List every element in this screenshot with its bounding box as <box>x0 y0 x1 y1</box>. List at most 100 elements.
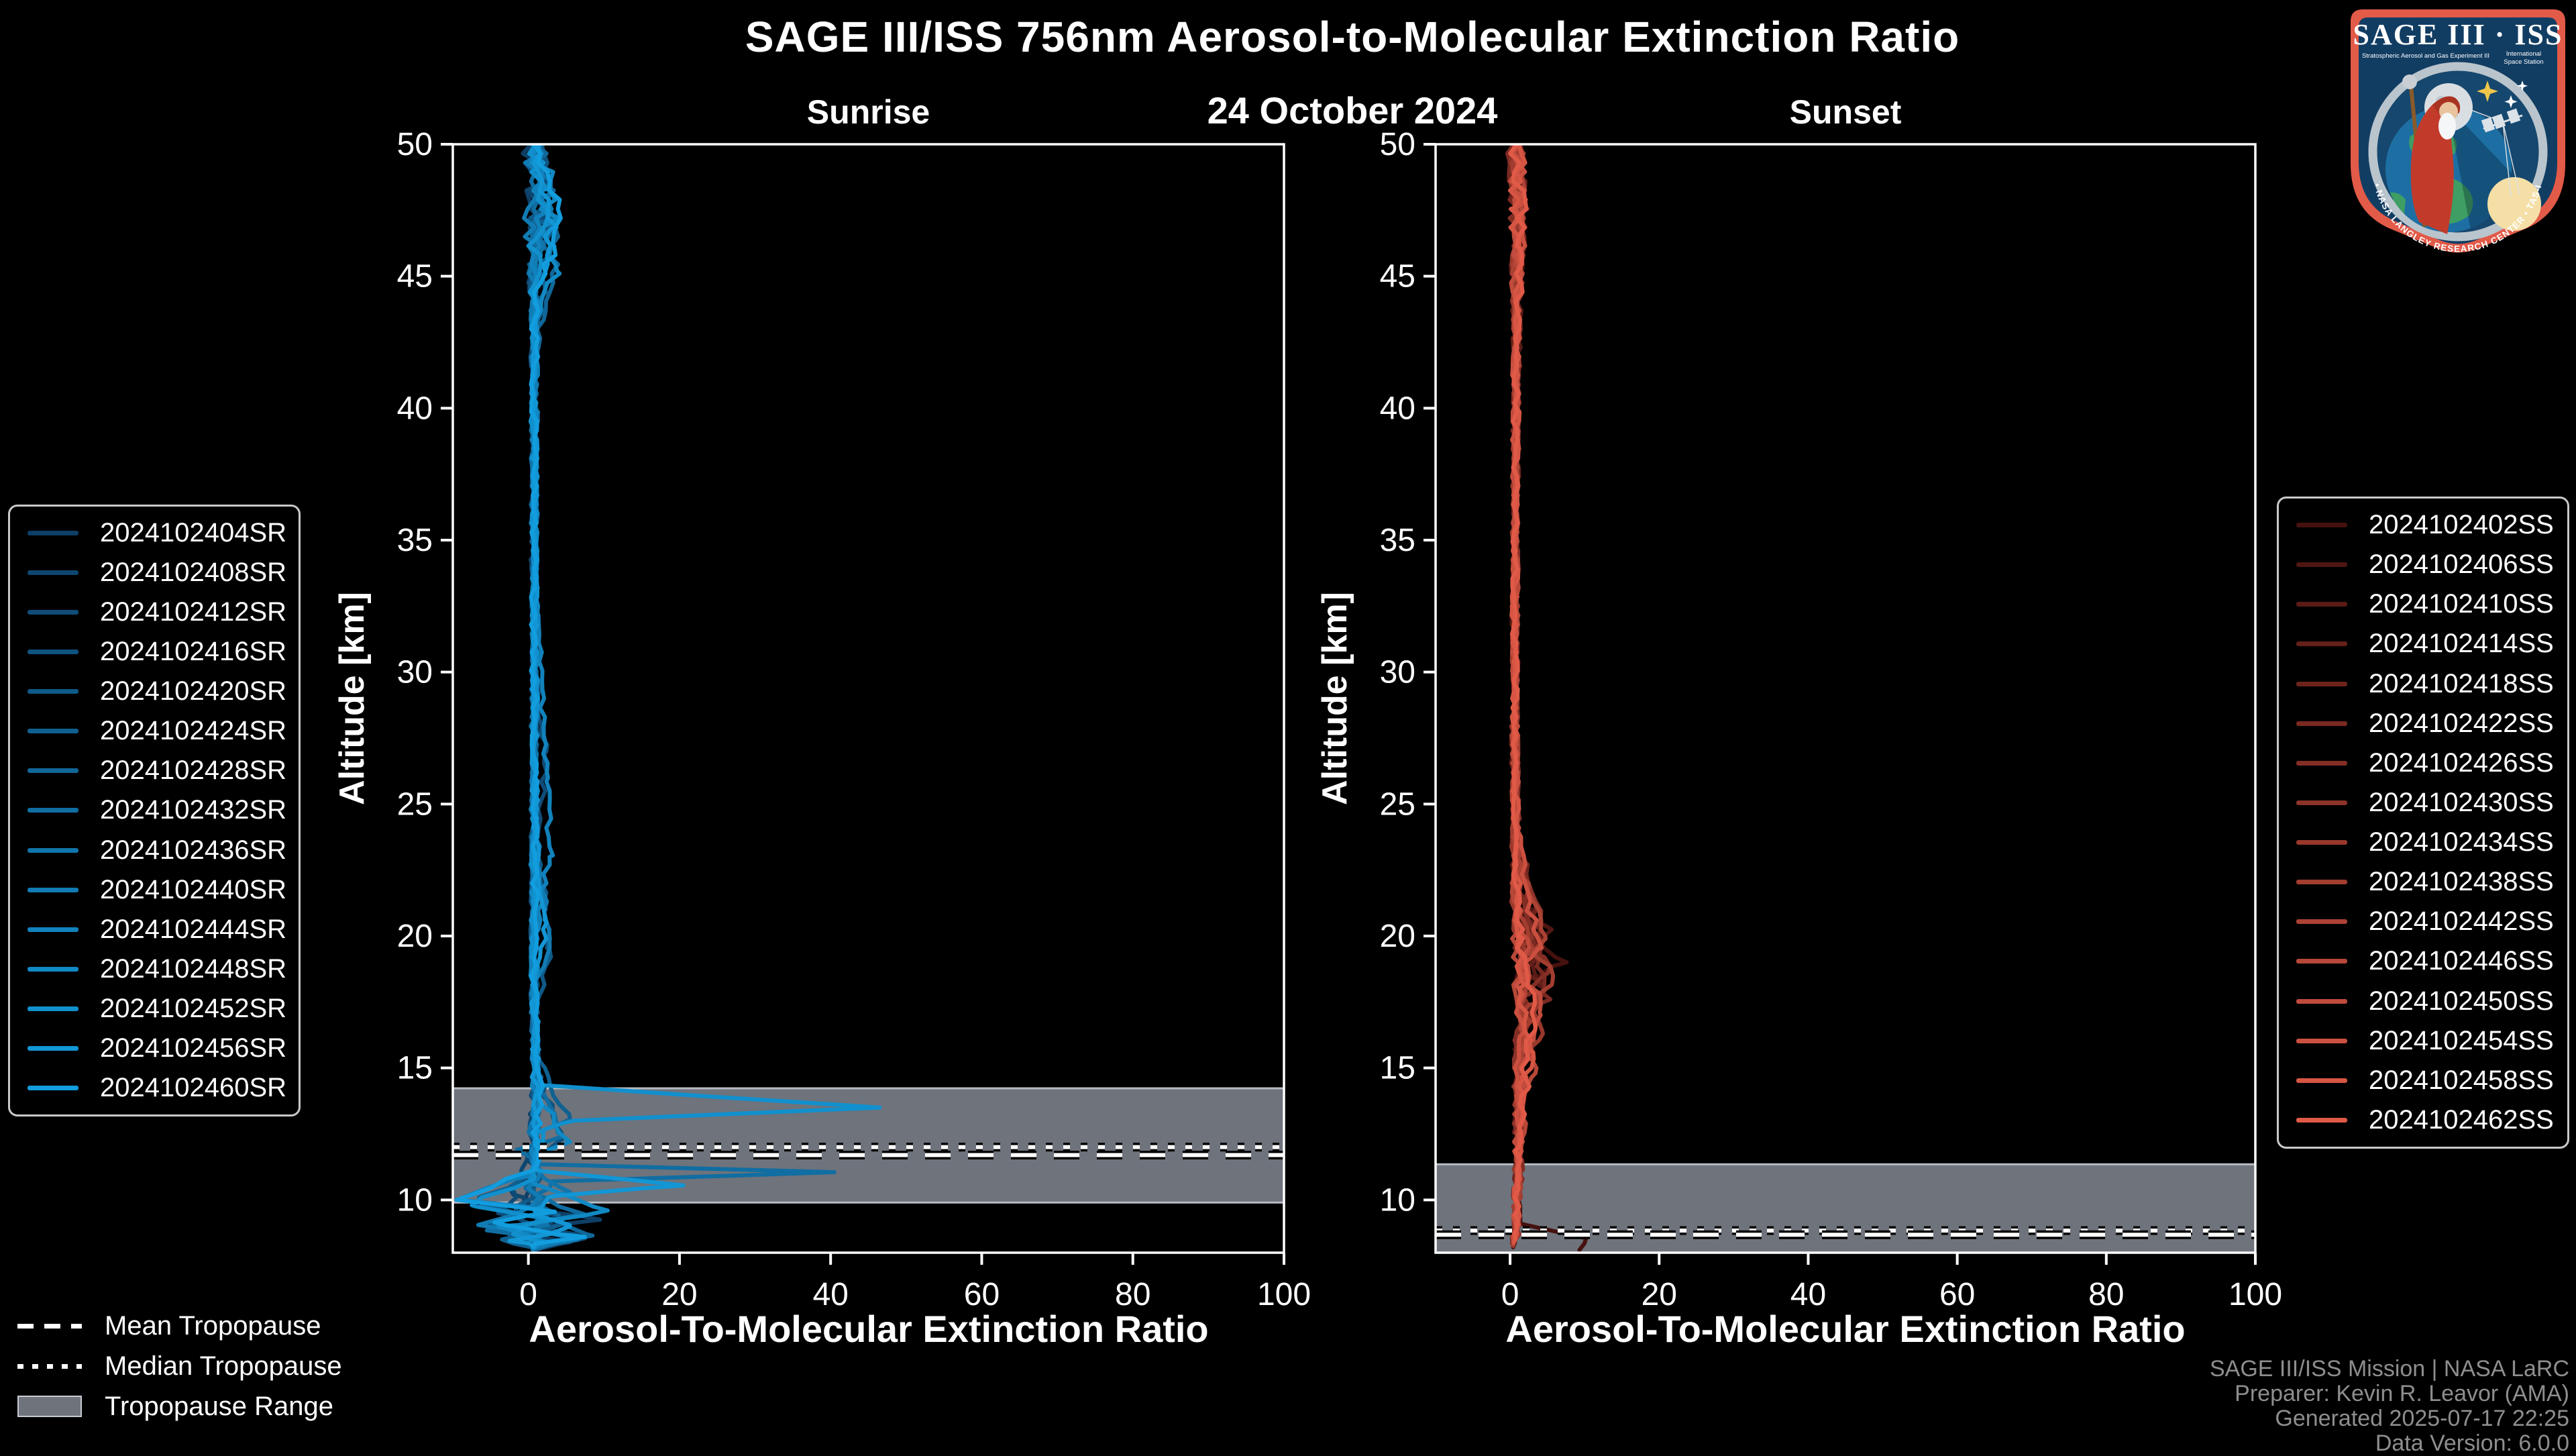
event-line-sample-icon <box>2296 800 2347 805</box>
patch-subtitle-right-1: International <box>2506 50 2541 58</box>
y-tick-label: 20 <box>1380 919 1415 954</box>
x-tick-label: 100 <box>1257 1277 1311 1312</box>
patch-sun <box>2487 177 2541 231</box>
event-line-sample-icon <box>2296 1117 2347 1123</box>
event-id-label: 2024102462SS <box>2369 1104 2554 1135</box>
event-id-label: 2024102414SS <box>2369 629 2554 659</box>
patch-iss <box>2460 105 2523 197</box>
event-id-label: 2024102430SS <box>2369 787 2554 817</box>
event-id-label: 2024102460SR <box>100 1072 287 1102</box>
event-line-sample-icon <box>2296 562 2347 568</box>
y-tick-label: 40 <box>1380 391 1415 426</box>
x-tick-label: 0 <box>519 1277 537 1312</box>
x-axis-label-sunrise: Aerosol-To-Molecular Extinction Ratio <box>529 1308 1209 1350</box>
event-id-label: 2024102454SS <box>2369 1025 2554 1055</box>
y-tick-label: 15 <box>397 1051 433 1086</box>
event-id-label: 2024102420SR <box>100 676 287 707</box>
legend-sunrise-events: 2024102404SR 2024102408SR 2024102412SR 2024… <box>8 505 301 1116</box>
legend-item-event: 2024102432SR <box>10 795 299 825</box>
event-line-sample-icon <box>2296 919 2347 925</box>
event-id-label: 2024102452SR <box>100 993 287 1023</box>
legend-item-event: 2024102438SS <box>2279 867 2567 897</box>
legend-item-mean-tropopause: Mean Tropopause <box>17 1306 433 1346</box>
x-tick-label: 80 <box>2088 1277 2124 1312</box>
y-tick-label: 10 <box>397 1182 433 1218</box>
patch-subtitle-left: Stratospheric Aerosol and Gas Experiment… <box>2362 52 2489 60</box>
event-id-label: 2024102438SS <box>2369 867 2554 897</box>
x-tick-label: 60 <box>1939 1277 1975 1312</box>
legend-item-event: 2024102436SR <box>10 835 299 866</box>
event-id-label: 2024102432SR <box>100 795 287 825</box>
x-tick-label: 0 <box>1501 1277 1519 1312</box>
event-id-label: 2024102406SS <box>2369 550 2554 580</box>
event-line-sample-icon <box>28 768 78 774</box>
event-id-label: 2024102450SS <box>2369 986 2554 1016</box>
legend-item-event: 2024102460SR <box>10 1073 299 1103</box>
median-tropopause-dot-icon <box>17 1363 82 1369</box>
legend-item-event: 2024102402SS <box>2279 510 2567 540</box>
event-id-label: 2024102428SR <box>100 756 287 786</box>
legend-item-event: 2024102414SS <box>2279 629 2567 659</box>
event-line-sample-icon <box>2296 959 2347 964</box>
event-line-sample-icon <box>28 570 78 576</box>
y-tick-label: 25 <box>397 786 433 822</box>
legend-item-event: 2024102456SR <box>10 1033 299 1063</box>
profile-2024102460SR <box>454 144 588 1249</box>
x-tick-label: 40 <box>812 1277 848 1312</box>
event-line-sample-icon <box>28 729 78 734</box>
legend-item-event: 2024102442SS <box>2279 906 2567 937</box>
tropopause-range-swatch-icon <box>17 1396 82 1417</box>
legend-item-event: 2024102418SS <box>2279 669 2567 699</box>
y-tick-label: 25 <box>1380 786 1415 822</box>
event-id-label: 2024102402SS <box>2369 510 2554 540</box>
panel-title-sunrise: Sunrise <box>806 93 930 131</box>
legend-item-event: 2024102448SR <box>10 954 299 984</box>
patch-sage-figure <box>2402 74 2461 234</box>
event-line-sample-icon <box>2296 998 2347 1004</box>
legend-item-event: 2024102458SS <box>2279 1065 2567 1096</box>
legend-item-event: 2024102412SR <box>10 597 299 627</box>
y-tick-label: 35 <box>1380 523 1415 558</box>
event-id-label: 2024102422SS <box>2369 708 2554 738</box>
event-id-label: 2024102412SR <box>100 597 287 627</box>
event-line-sample-icon <box>28 689 78 694</box>
event-line-sample-icon <box>28 808 78 813</box>
y-tick-label: 30 <box>397 655 433 690</box>
event-line-sample-icon <box>2296 760 2347 766</box>
legend-label: Tropopause Range <box>105 1391 333 1421</box>
legend-item-event: 2024102406SS <box>2279 550 2567 580</box>
legend-item-event: 2024102444SR <box>10 915 299 945</box>
y-tick-label: 35 <box>397 523 433 558</box>
legend-item-event: 2024102462SS <box>2279 1105 2567 1135</box>
plot-spines <box>1434 143 2257 1254</box>
legend-item-event: 2024102434SS <box>2279 827 2567 857</box>
x-tick-label: 60 <box>964 1277 1000 1312</box>
x-tick-label: 80 <box>1115 1277 1150 1312</box>
figure-title: SAGE III/ISS 756nm Aerosol-to-Molecular … <box>745 13 1960 61</box>
legend-item-event: 2024102410SS <box>2279 589 2567 619</box>
y-tick-label: 10 <box>1380 1182 1415 1218</box>
legend-item-event: 2024102416SR <box>10 637 299 667</box>
patch-stars <box>2477 81 2528 108</box>
attribution-generated: Generated 2025-07-17 22:25 <box>2275 1406 2569 1431</box>
legend-item-event: 2024102450SS <box>2279 986 2567 1017</box>
y-tick-label: 15 <box>1380 1051 1415 1086</box>
legend-item-event: 2024102408SR <box>10 558 299 588</box>
event-id-label: 2024102448SR <box>100 953 287 984</box>
event-line-sample-icon <box>2296 840 2347 845</box>
event-line-sample-icon <box>28 649 78 655</box>
legend-item-tropopause-range: Tropopause Range <box>17 1386 433 1426</box>
y-tick-label: 30 <box>1380 655 1415 690</box>
legend-item-event: 2024102426SS <box>2279 748 2567 778</box>
event-id-label: 2024102456SR <box>100 1033 287 1063</box>
event-line-sample-icon <box>28 531 78 536</box>
legend-sunset-events: 2024102402SS 2024102406SS 2024102410SS 2024… <box>2277 497 2569 1149</box>
event-line-sample-icon <box>28 927 78 932</box>
event-id-label: 2024102444SR <box>100 914 287 944</box>
y-tick-label: 45 <box>1380 259 1415 295</box>
legend-item-event: 2024102440SR <box>10 875 299 905</box>
x-tick-label: 20 <box>1642 1277 1677 1312</box>
plot-spines <box>451 143 1285 1254</box>
profile-2024102448SR <box>496 144 610 1251</box>
